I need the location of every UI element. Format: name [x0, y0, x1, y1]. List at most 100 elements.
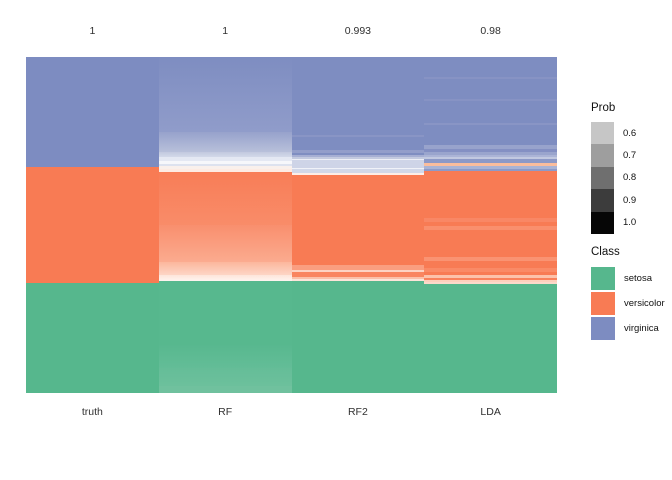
model-axis-labels: truth RF RF2 LDA	[26, 406, 557, 418]
accuracy-labels-row: 1 1 0.993 0.98	[26, 25, 557, 37]
heatmap-panel	[26, 57, 557, 393]
heatmap-segment	[291, 159, 425, 160]
prob-swatch	[591, 144, 614, 167]
class-swatch-versicolor	[591, 292, 615, 315]
heatmap-segment	[158, 157, 292, 161]
heatmap-segment	[291, 270, 425, 272]
heatmap-segment	[291, 169, 425, 173]
heatmap-segment	[424, 145, 557, 149]
heatmap-segment	[424, 152, 557, 155]
class-label-virginica: virginica	[624, 323, 659, 334]
heatmap-segment	[424, 157, 557, 159]
heatmap-segment	[424, 169, 557, 171]
prob-tick-label: 0.8	[623, 172, 637, 184]
heatmap-segment	[424, 101, 557, 123]
heatmap-segment	[158, 225, 292, 262]
heatmap-segment	[158, 161, 292, 164]
heatmap-segment	[424, 218, 557, 222]
heatmap-segment	[158, 262, 292, 275]
heatmap-segment	[158, 57, 292, 132]
heatmap-segment	[158, 152, 292, 157]
heatmap-segment	[424, 268, 557, 272]
heatmap-segment	[291, 281, 425, 393]
heatmap-segment	[424, 99, 557, 101]
prob-swatch	[591, 166, 614, 190]
heatmap-segment	[291, 153, 425, 155]
heatmap-segment	[424, 166, 557, 169]
prob-tick-label: 0.6	[623, 127, 637, 139]
heatmap-segment	[26, 167, 159, 283]
heatmap-segment	[291, 137, 425, 150]
heatmap-segment	[424, 257, 557, 261]
class-swatch-setosa	[591, 267, 615, 290]
prob-swatch	[591, 189, 614, 212]
heatmap-segment	[291, 175, 425, 265]
class-label-versicolor: versicolor	[624, 298, 665, 309]
heatmap-segment	[424, 282, 557, 284]
heatmap-segment	[424, 275, 557, 278]
heatmap-segment	[158, 275, 292, 281]
heatmap-segment	[291, 168, 425, 169]
heatmap-segment	[424, 226, 557, 230]
prob-legend-row: 0.7	[591, 144, 671, 167]
accuracy-label-truth: 1	[89, 25, 96, 37]
heatmap-segment	[158, 345, 292, 368]
heatmap-segment	[424, 272, 557, 275]
prob-legend: Prob 0.6 0.7 0.8 0.9 1.0	[591, 102, 671, 234]
heatmap-segment	[424, 278, 557, 280]
heatmap-segment	[291, 277, 425, 279]
accuracy-label-rf2: 0.993	[344, 25, 372, 37]
heatmap-segment	[158, 166, 292, 169]
heatmap-segment	[291, 279, 425, 281]
prob-legend-row: 0.9	[591, 189, 671, 212]
heatmap-segment	[291, 157, 425, 159]
heatmap-segment	[424, 222, 557, 226]
accuracy-label-rf: 1	[222, 25, 229, 37]
prob-legend-row: 0.8	[591, 166, 671, 190]
prob-swatch	[591, 122, 614, 145]
heatmap-segment	[424, 149, 557, 152]
heatmap-segment	[424, 123, 557, 125]
heatmap-segment	[291, 57, 425, 135]
x-axis-label-lda: LDA	[480, 406, 501, 418]
heatmap-segment	[424, 261, 557, 268]
heatmap-column-truth	[26, 57, 159, 393]
prob-legend-row: 0.6	[591, 122, 671, 145]
heatmap-column-rf2	[291, 57, 425, 393]
heatmap-segment	[26, 57, 159, 167]
class-legend-title: Class	[591, 246, 620, 258]
x-axis-label-rf2: RF2	[347, 406, 368, 418]
heatmap-segment	[424, 77, 557, 79]
heatmap-segment	[291, 150, 425, 153]
heatmap-segment	[424, 230, 557, 257]
heatmap-segment	[424, 125, 557, 145]
heatmap-segment	[291, 135, 425, 137]
heatmap-segment	[424, 280, 557, 282]
class-legend: Class setosa versicolor virginica	[591, 246, 672, 342]
heatmap-column-lda	[424, 57, 557, 393]
prob-legend-title: Prob	[591, 102, 616, 114]
prob-legend-row: 1.0	[591, 211, 671, 234]
class-legend-row-virginica: virginica	[591, 317, 672, 340]
heatmap-segment	[158, 132, 292, 152]
heatmap-segment	[424, 79, 557, 99]
heatmap-segment	[158, 281, 292, 345]
class-label-setosa: setosa	[624, 273, 652, 284]
x-axis-label-rf: RF	[218, 406, 233, 418]
heatmap-segment	[424, 155, 557, 157]
accuracy-label-lda: 0.98	[480, 25, 501, 37]
heatmap-segment	[158, 368, 292, 386]
heatmap-segment	[291, 173, 425, 175]
class-swatch-virginica	[591, 317, 615, 340]
heatmap-segment	[291, 272, 425, 277]
prob-tick-label: 1.0	[623, 217, 637, 229]
prob-legend-colorbar: 0.6 0.7 0.8 0.9 1.0	[591, 122, 671, 234]
heatmap-segment	[158, 172, 292, 225]
heatmap-segment	[158, 169, 292, 172]
heatmap-segment	[26, 283, 159, 393]
prob-swatch	[591, 211, 614, 234]
heatmap-segment	[158, 386, 292, 393]
heatmap-segment	[291, 265, 425, 270]
class-legend-row-versicolor: versicolor	[591, 292, 672, 315]
